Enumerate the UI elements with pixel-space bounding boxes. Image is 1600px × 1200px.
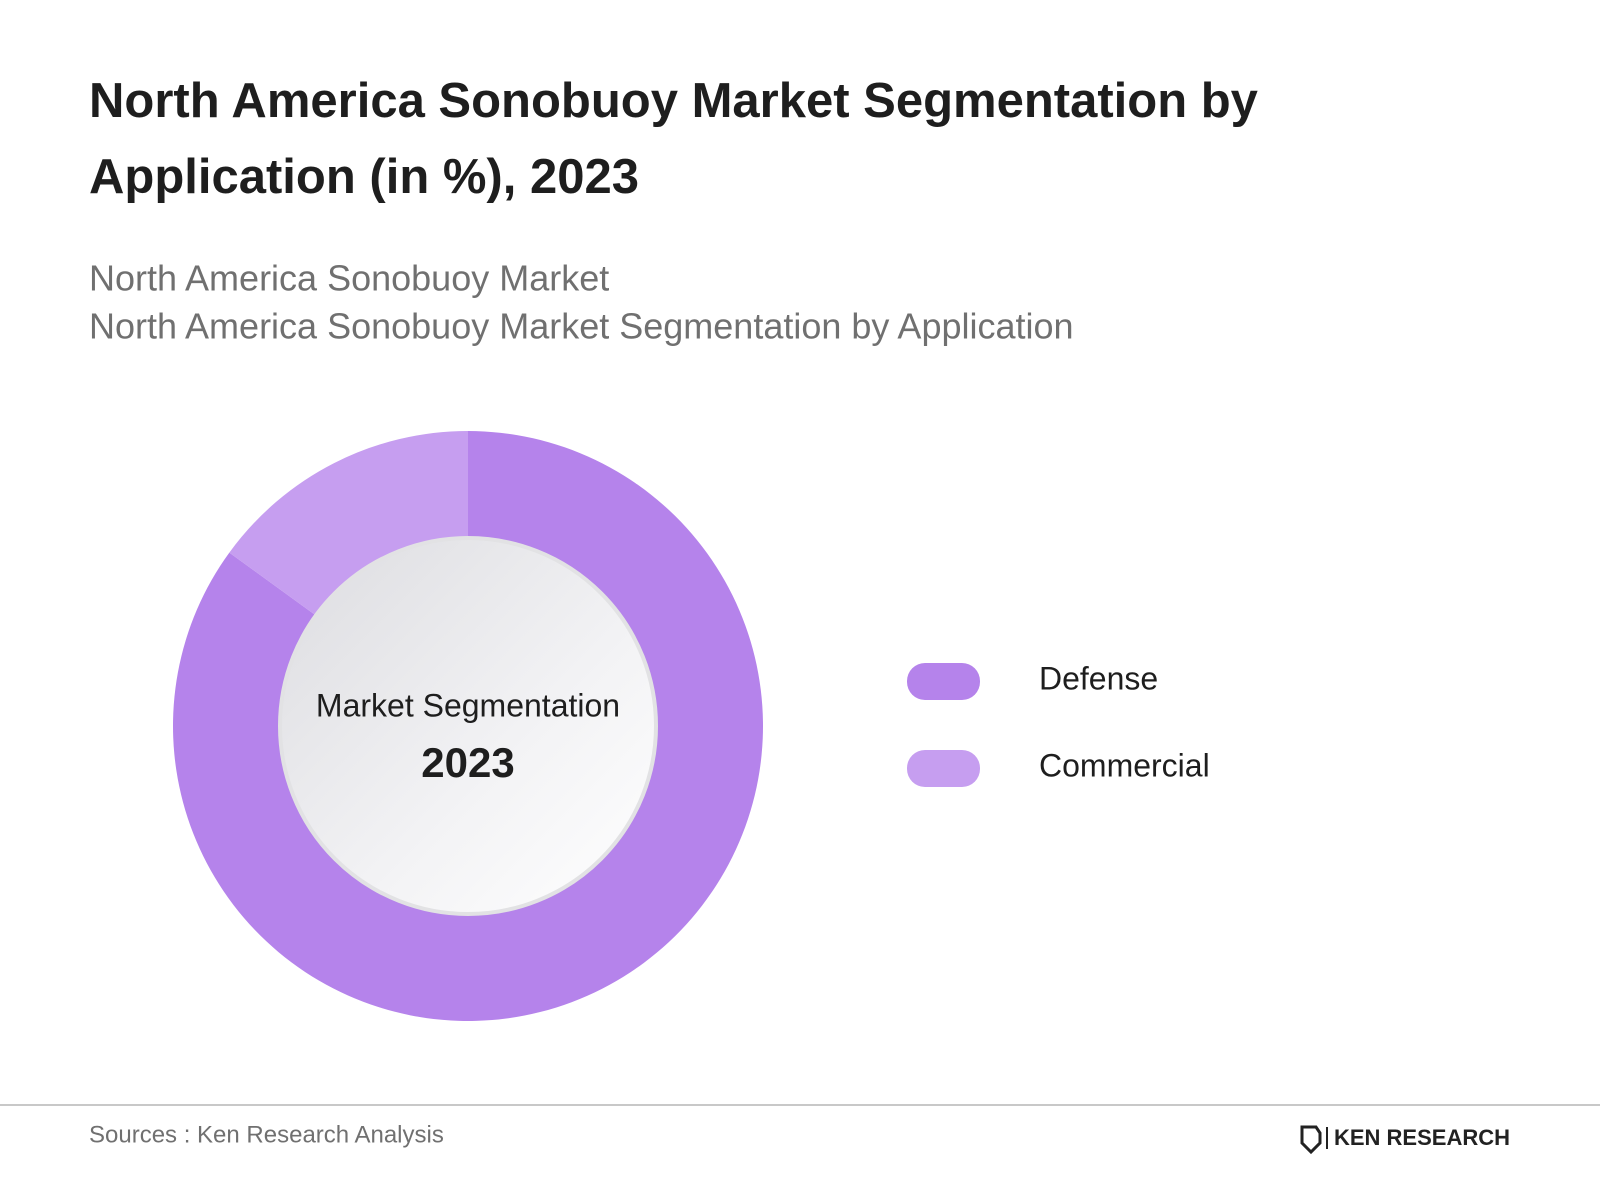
chart-title: North America Sonobuoy Market Segmentati… <box>89 74 1258 204</box>
title-line: North America Sonobuoy Market Segmentati… <box>89 74 1258 128</box>
title-line: Application (in %), 2023 <box>89 150 639 204</box>
source: Sources : Ken Research Analysis <box>89 1121 444 1148</box>
subtitle: North America Sonobuoy Market Segmentati… <box>89 306 1074 347</box>
donut-center <box>278 536 658 916</box>
legend: Defense Commercial <box>907 660 1210 787</box>
donut-segment <box>172 431 763 1021</box>
legend-swatch <box>907 750 980 787</box>
donut-segment <box>229 431 468 615</box>
center-year: 2023 <box>421 739 514 786</box>
logo: KEN RESEARCH <box>1300 1125 1510 1155</box>
subtitle: North America Sonobuoy Market <box>89 258 609 299</box>
legend-label: Commercial <box>1039 747 1210 783</box>
donut <box>172 431 763 1021</box>
center-label: Market Segmentation <box>316 687 620 723</box>
legend-swatch <box>907 663 980 700</box>
legend-label: Defense <box>1039 660 1158 696</box>
logo-text: KEN RESEARCH <box>1334 1125 1510 1150</box>
